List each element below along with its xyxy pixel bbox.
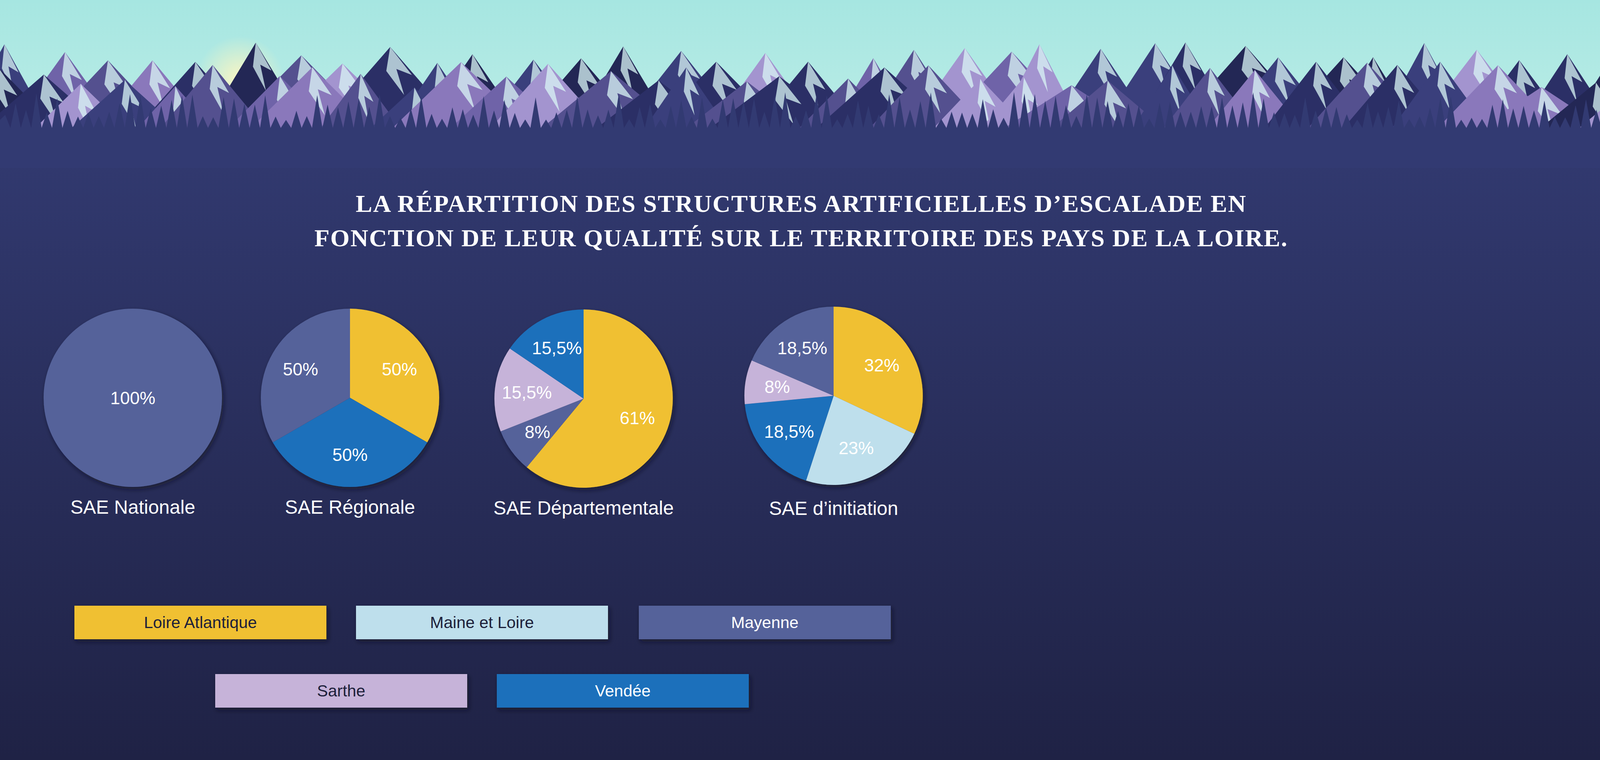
data-labels: 50% 50% 50% [282, 359, 417, 465]
pie-slice [751, 306, 834, 396]
snow [209, 64, 229, 113]
legend-label: Sarthe [317, 682, 366, 701]
data-labels: 100% [110, 388, 156, 408]
legend-swatch [215, 674, 468, 708]
legend-item: Mayenne [638, 606, 891, 640]
landscape [0, 0, 1600, 168]
pie-chart: 100% SAE Nationale [43, 308, 222, 518]
legend-swatch [496, 674, 749, 708]
pie-slices [43, 308, 222, 488]
chart-root: LA RÉPARTITION DES STRUCTURES ARTIFICIEL… [0, 0, 1600, 760]
legend-item: Loire Atlantique [74, 606, 327, 640]
data-label: 15,5% [502, 382, 552, 403]
legend-label: Maine et Loire [430, 613, 534, 632]
pie-slices [744, 306, 923, 486]
pie-title: SAE d’initiation [769, 498, 899, 520]
legend-label: Loire Atlantique [144, 613, 258, 632]
pie-slice [744, 396, 834, 481]
pie-title: SAE Nationale [70, 496, 196, 518]
snow [925, 65, 948, 114]
legend-item: Sarthe [215, 674, 468, 708]
background [0, 0, 1600, 760]
data-label: 18,5% [777, 338, 828, 358]
legend-swatch [638, 606, 891, 640]
legend-label: Mayenne [731, 613, 799, 632]
data-label: 8% [764, 377, 790, 397]
pie-chart: 50% 50% 50% SAE Régionale [260, 308, 440, 518]
data-label: 8% [524, 422, 551, 442]
tree-line [0, 92, 1600, 168]
title-line: FONCTION DE LEUR QUALITÉ SUR LE TERRITOI… [314, 224, 1288, 252]
pie-slice [260, 308, 350, 443]
title-line: LA RÉPARTITION DES STRUCTURES ARTIFICIEL… [355, 190, 1247, 218]
pie-chart: 61% 8% 15,5% 15,5% SAE Départementale [493, 309, 674, 519]
data-label: 61% [619, 408, 655, 428]
data-label: 23% [838, 438, 874, 458]
pie-slices [494, 309, 673, 488]
snow [544, 64, 566, 112]
pie-title: SAE Régionale [284, 496, 416, 518]
pie-chart: 32% 23% 18,5% 8% 18,5% SAE d’initiation [744, 306, 923, 520]
legend: Loire Atlantique Maine et Loire Mayenne Sar… [74, 606, 891, 708]
data-label: 15,5% [532, 338, 582, 358]
pie-title: SAE Départementale [493, 497, 674, 519]
snow [684, 67, 700, 116]
title: LA RÉPARTITION DES STRUCTURES ARTIFICIEL… [314, 190, 1288, 252]
pie-slices [260, 308, 440, 488]
data-label: 18,5% [764, 422, 814, 442]
pie-slice [43, 308, 222, 488]
data-label: 32% [864, 355, 900, 376]
legend-swatch [74, 606, 327, 640]
data-label: 100% [110, 388, 156, 408]
snow [1564, 54, 1583, 103]
legend-label: Vendée [594, 682, 651, 701]
snow [386, 47, 412, 96]
snow [1037, 44, 1053, 93]
legend-item: Vendée [496, 674, 749, 708]
data-label: 50% [332, 445, 368, 465]
data-label: 50% [382, 359, 418, 380]
snow [1313, 62, 1333, 110]
data-label: 50% [282, 359, 318, 380]
data-labels: 32% 23% 18,5% 8% 18,5% [764, 338, 900, 458]
legend-item: Maine et Loire [356, 606, 608, 640]
snow [252, 42, 272, 91]
legend-swatch [356, 606, 608, 640]
data-labels: 61% 8% 15,5% 15,5% [502, 338, 656, 442]
